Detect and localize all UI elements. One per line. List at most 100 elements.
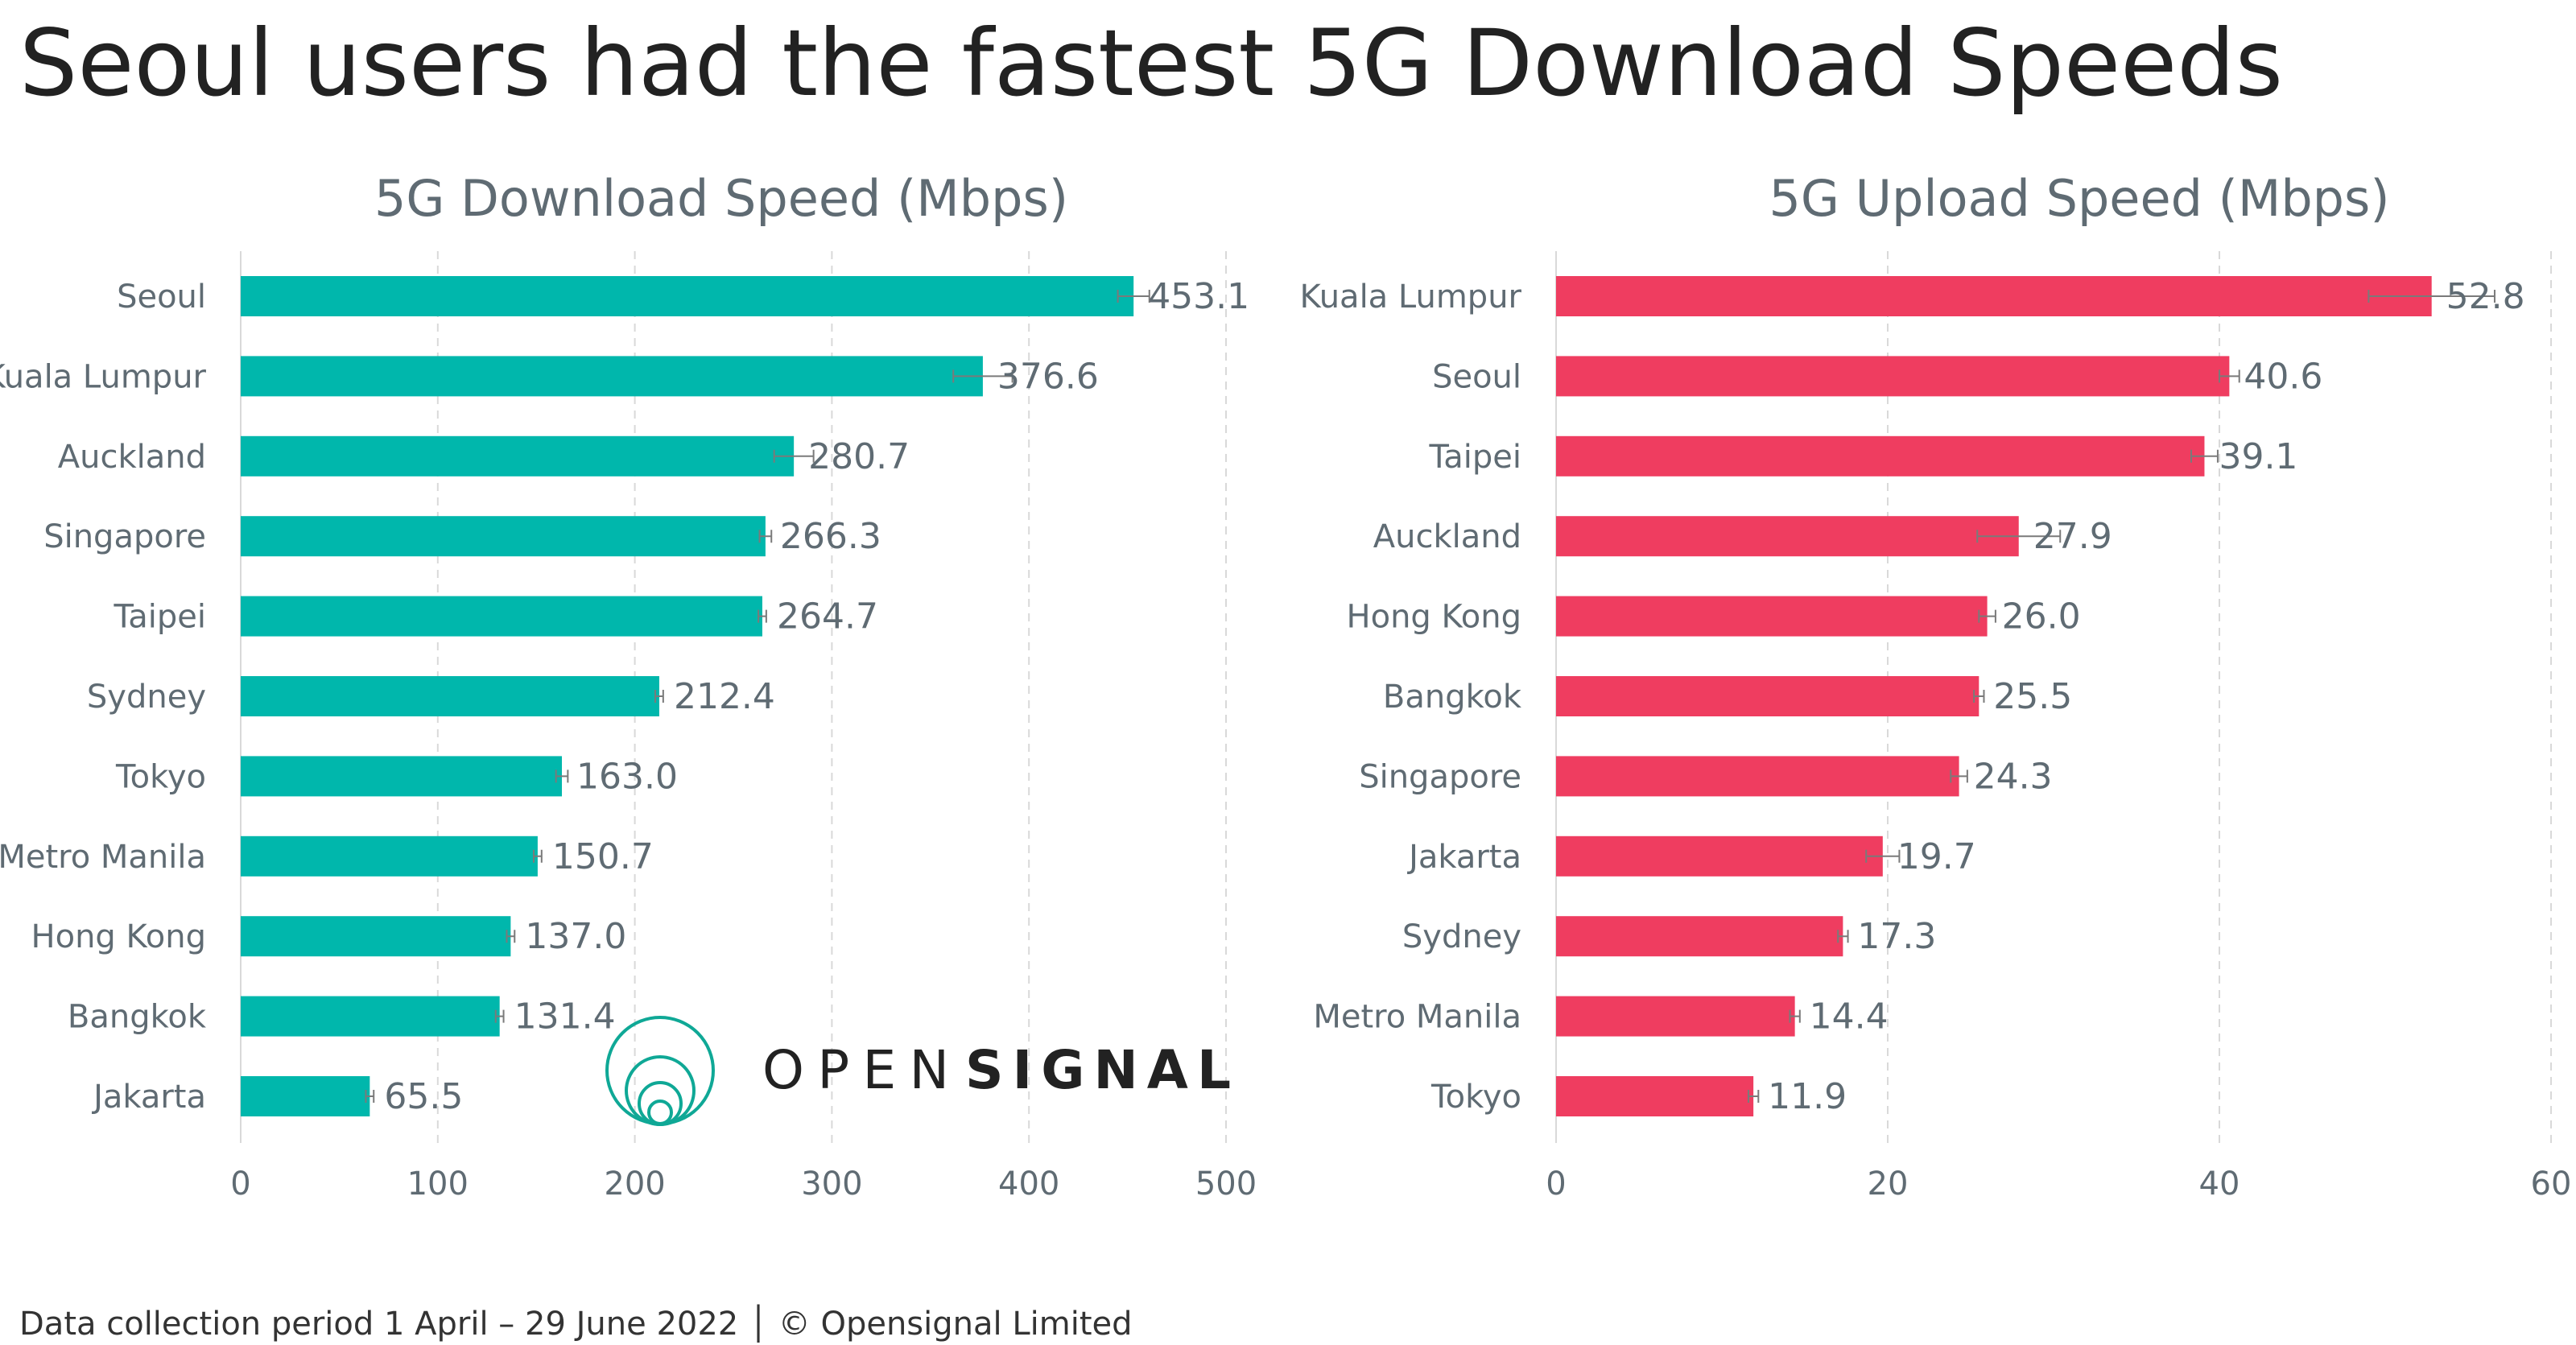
error-bar [2190,449,2219,463]
bar [1556,835,1883,877]
value-label: 24.3 [1974,756,2053,797]
error-bar [1978,609,1996,623]
value-label: 212.4 [674,676,775,717]
error-bar [952,369,1013,383]
error-bar [506,930,516,943]
bar [1556,1076,1754,1116]
category-label: Singapore [1359,758,1521,795]
bar [241,835,538,877]
bar [241,356,983,397]
value-label: 376.6 [997,356,1099,397]
error-bar [1837,930,1849,943]
bar [1556,596,1988,637]
logo-ring [647,1100,673,1125]
category-label: Taipei [113,599,206,636]
category-label: Jakarta [91,1079,206,1116]
error-bar [1976,530,2062,543]
bar [241,1076,370,1116]
category-label: Bangkok [68,999,207,1036]
bar [241,435,795,477]
x-tick-label: 500 [1195,1166,1257,1203]
value-label: 11.9 [1768,1076,1847,1117]
category-label: Auckland [58,439,206,476]
x-tick-label: 200 [604,1166,665,1203]
x-tick-label: 0 [230,1166,250,1203]
bar [241,516,766,557]
error-bar [365,1090,375,1103]
bar [241,996,500,1037]
bar [241,276,1134,316]
category-label: Seoul [1432,358,1521,395]
error-bar [1117,290,1150,303]
value-label: 39.1 [2219,436,2297,477]
bar [241,596,762,637]
category-label: Kuala Lumpur [1299,278,1521,316]
error-bar [1747,1090,1760,1103]
error-bar [1865,849,1901,863]
value-label: 137.0 [525,916,626,957]
category-label: Metro Manila [0,839,206,876]
value-label: 25.5 [1993,676,2072,717]
x-tick-label: 100 [407,1166,469,1203]
error-bar [2219,369,2240,383]
value-label: 65.5 [384,1076,463,1117]
bar [241,676,659,716]
category-label: Auckland [1373,518,1521,555]
footer: Data collection period 1 April – 29 June… [19,1304,1133,1343]
error-bar [555,769,569,783]
bar [241,916,511,957]
value-label: 52.8 [2446,276,2525,317]
value-label: 163.0 [576,756,678,797]
chart-title: 5G Download Speed (Mbps) [374,169,1068,228]
logo [605,1016,715,1126]
error-bar [773,449,815,463]
value-label: 19.7 [1897,836,1976,877]
error-bar [1789,1009,1801,1023]
error-bar [494,1009,505,1023]
value-label: 27.9 [2033,516,2112,557]
value-label: 453.1 [1148,276,1249,317]
category-label: Hong Kong [1347,599,1521,636]
value-label: 40.6 [2244,356,2322,397]
chart-title: 5G Upload Speed (Mbps) [1769,169,2389,228]
x-tick-label: 20 [1868,1166,1909,1203]
x-tick-label: 400 [998,1166,1059,1203]
error-bar [533,849,543,863]
value-label: 26.0 [2002,596,2081,637]
error-bar [758,609,767,623]
value-label: 131.4 [514,996,616,1038]
x-tick-label: 0 [1546,1166,1566,1203]
bar [1556,916,1843,957]
category-label: Sydney [87,679,206,716]
value-label: 17.3 [1857,916,1936,957]
category-label: Hong Kong [31,918,206,955]
x-tick-label: 300 [801,1166,862,1203]
bar [1556,996,1795,1037]
category-label: Sydney [1402,918,1521,955]
category-label: Seoul [117,278,206,316]
bar [1556,516,2019,557]
category-label: Singapore [43,518,206,555]
category-label: Bangkok [1383,679,1522,716]
x-tick-label: 60 [2531,1166,2572,1203]
bar [1556,435,2205,477]
error-bar [654,690,664,703]
value-label: 150.7 [552,836,654,877]
error-bar [1973,690,1985,703]
bar [1556,276,2432,316]
value-label: 266.3 [780,516,881,557]
bar [241,756,563,797]
value-label: 280.7 [808,436,910,477]
category-label: Tokyo [115,758,206,795]
bar [1556,356,2230,397]
value-label: 14.4 [1810,996,1889,1038]
page-title: Seoul users had the fastest 5G Download … [19,10,2283,117]
category-label: Taipei [1428,439,1521,476]
bar [1556,756,1959,797]
error-bar [758,530,773,543]
category-label: Metro Manila [1313,999,1521,1036]
value-label: 264.7 [777,596,878,637]
category-label: Kuala Lumpur [0,358,207,395]
